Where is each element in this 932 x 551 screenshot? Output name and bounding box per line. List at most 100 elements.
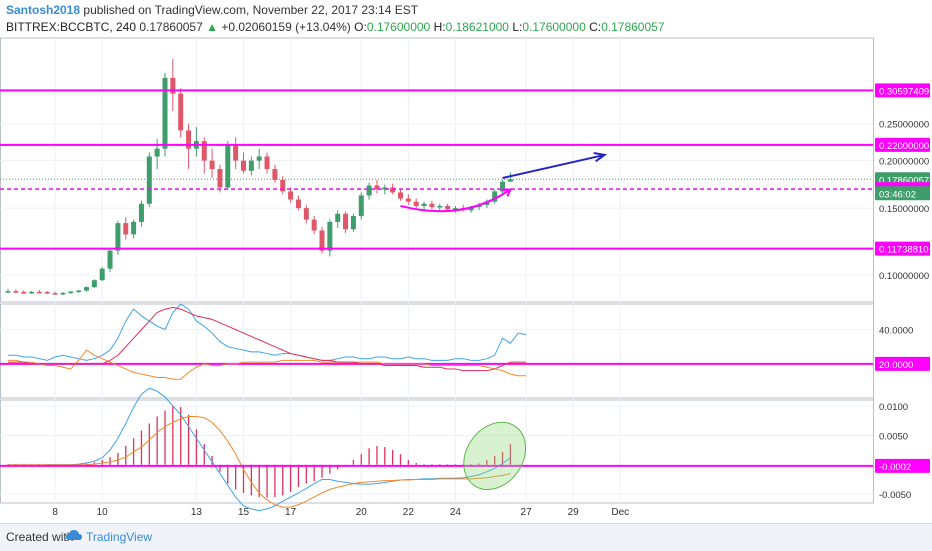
pane-border-3: [0, 399, 874, 504]
candle-body: [146, 156, 152, 204]
osc-series-line-3: [8, 306, 527, 372]
candle-body: [319, 230, 325, 251]
tradingview-cloud-icon: [66, 530, 82, 545]
candle-body: [335, 213, 341, 222]
candle-body: [343, 213, 349, 230]
macd-tick-label: 0.0100: [879, 402, 908, 413]
price-tick-label: 0.25000000: [879, 120, 929, 131]
last-price: 0.17860057: [139, 20, 203, 34]
macd-line: [8, 387, 511, 512]
up-arrow-icon: ▲: [206, 20, 219, 34]
candle-body: [405, 198, 411, 202]
countdown-text: 03:46:02: [879, 189, 916, 200]
candle-body: [500, 181, 506, 192]
candle-body: [445, 205, 451, 210]
candle-body: [248, 160, 254, 171]
candle-body: [437, 205, 443, 208]
price-tick-label: 0.15000000: [879, 204, 929, 215]
x-tick-label-22: 22: [403, 507, 415, 518]
candle-body: [99, 268, 105, 281]
candle-body: [288, 191, 294, 200]
symbol-label: BITTREX:BCCBTC, 240: [6, 20, 137, 34]
candle-body: [390, 187, 396, 193]
x-tick-label-20: 20: [356, 507, 368, 518]
level-tag-0.11738810: [875, 241, 930, 256]
candle-body: [178, 93, 184, 131]
published-text: published on TradingView.com, November 2…: [83, 3, 419, 17]
x-tick-label-27: 27: [521, 507, 533, 518]
level-tag-0.22000000: [875, 137, 930, 152]
candle-body: [256, 156, 262, 161]
candle-body: [280, 179, 286, 192]
candle-body: [507, 179, 513, 182]
candle-body: [366, 185, 372, 196]
candle-body: [68, 291, 74, 294]
candle-body: [131, 221, 137, 235]
x-tick-label-24: 24: [450, 507, 462, 518]
level-tag-0.30597409: [875, 83, 930, 98]
candle-body: [264, 156, 270, 170]
low-label: L:: [512, 20, 523, 34]
level-tag-text: 0.17860057: [879, 175, 929, 186]
level-tag-text: 0.11738810: [879, 245, 929, 256]
macd-signal-line: [8, 415, 511, 508]
author-name[interactable]: Santosh2018: [6, 3, 81, 17]
level-tag-text: 0.30597409: [879, 86, 929, 97]
candle-body: [311, 219, 317, 231]
candle-body: [162, 77, 168, 149]
candle-body: [107, 250, 113, 269]
candle-body: [350, 216, 356, 230]
pane-border-1: [0, 37, 874, 303]
candle-body: [52, 293, 58, 295]
candle-body: [421, 203, 427, 206]
candle-body: [413, 201, 419, 206]
x-tick-label-8: 8: [52, 507, 58, 518]
x-tick-label-Dec: Dec: [611, 507, 629, 518]
chart-header: Santosh2018 published on TradingView.com…: [6, 2, 926, 36]
price-change: +0.02060159 (+13.04%): [221, 20, 351, 34]
macd-level-text: -0.0002: [879, 462, 911, 473]
macd-tick-label: 0.0050: [879, 431, 908, 442]
created-with-text: Created with: [6, 530, 74, 544]
candle-body: [36, 291, 42, 294]
candle-body: [29, 291, 35, 294]
osc-series-line-1: [8, 303, 527, 361]
chart-canvas[interactable]: 8 10 13 15 17 20 22 24 27 29 Dec 0.10000000 0.150000…: [0, 36, 932, 523]
close-label: C:: [589, 20, 602, 34]
candle-body: [115, 223, 121, 251]
candle-body: [13, 291, 19, 293]
countdown-tag: [875, 186, 930, 201]
candle-body: [5, 291, 11, 293]
candle-body: [138, 203, 144, 222]
x-tick-label-17: 17: [285, 507, 297, 518]
candle-body: [154, 148, 160, 157]
candle-body: [21, 292, 27, 294]
candle-body: [468, 207, 474, 211]
level-tag-text: 0.22000000: [879, 141, 929, 152]
candle-body: [76, 290, 82, 293]
highlight-ellipse: [463, 421, 527, 490]
candle-body: [398, 192, 403, 199]
candle-body: [241, 160, 246, 171]
candle-body: [225, 144, 231, 188]
candle-body: [123, 223, 129, 235]
pane-border-2: [0, 303, 874, 399]
open-label: O:: [354, 20, 367, 34]
osc-series-line-2: [8, 349, 527, 380]
tradingview-link[interactable]: TradingView: [86, 530, 153, 544]
candle-body: [374, 185, 380, 190]
candle-body: [295, 199, 301, 209]
candle-body: [452, 208, 458, 210]
candle-body: [170, 77, 176, 94]
candle-body: [429, 203, 435, 208]
x-tick-label-10: 10: [97, 507, 109, 518]
candle-body: [358, 195, 364, 217]
candle-body: [303, 208, 309, 220]
candle-body: [233, 144, 239, 161]
osc-level-tag: [875, 356, 930, 371]
candle-body: [217, 169, 223, 188]
osc-level-text: 20.0000: [879, 360, 913, 371]
candle-body: [327, 221, 333, 251]
candle-body: [272, 169, 278, 180]
candle-body: [44, 292, 50, 294]
